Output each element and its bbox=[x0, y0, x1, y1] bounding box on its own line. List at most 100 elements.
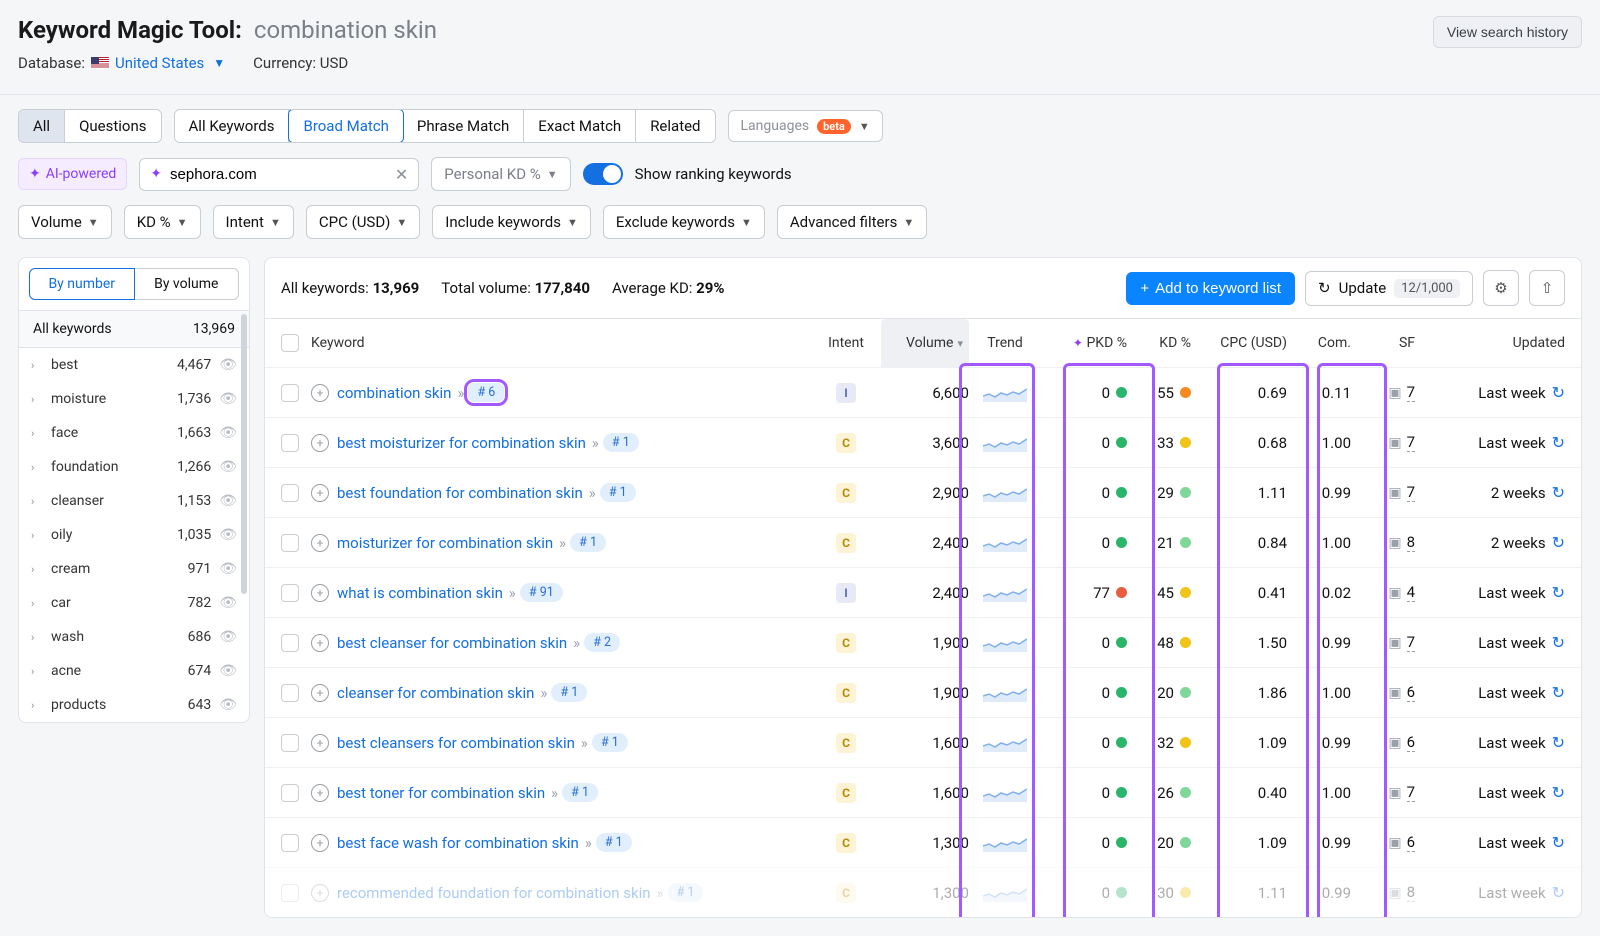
col-keyword[interactable]: Keyword bbox=[311, 335, 811, 351]
eye-icon[interactable]: 👁 bbox=[219, 527, 237, 543]
eye-icon[interactable]: 👁 bbox=[219, 663, 237, 679]
col-pkd[interactable]: ✦ PKD % bbox=[1041, 335, 1127, 351]
match-tab[interactable]: Exact Match bbox=[524, 110, 636, 142]
row-checkbox[interactable] bbox=[281, 534, 299, 552]
sidebar-item[interactable]: ›cleanser1,153👁 bbox=[19, 484, 249, 518]
col-com[interactable]: Com. bbox=[1287, 335, 1351, 351]
expand-icon[interactable]: + bbox=[311, 584, 329, 602]
filter-kd-[interactable]: KD % ▼ bbox=[124, 205, 201, 239]
sidebar-item[interactable]: ›acne674👁 bbox=[19, 654, 249, 688]
match-tab[interactable]: All Keywords bbox=[175, 110, 290, 142]
row-checkbox[interactable] bbox=[281, 734, 299, 752]
sidebar-tab[interactable]: By number bbox=[29, 268, 135, 300]
keyword-link[interactable]: cleanser for combination skin bbox=[337, 684, 534, 702]
sidebar-item[interactable]: ›best4,467👁 bbox=[19, 348, 249, 382]
scrollbar-thumb[interactable] bbox=[241, 314, 247, 594]
update-button[interactable]: ↻ Update 12/1,000 bbox=[1305, 271, 1473, 306]
expand-icon[interactable]: + bbox=[311, 684, 329, 702]
match-tab[interactable]: Phrase Match bbox=[403, 110, 524, 142]
refresh-icon[interactable]: ↻ bbox=[1552, 483, 1565, 502]
serp-icon[interactable]: ▣ bbox=[1388, 535, 1401, 551]
eye-icon[interactable]: 👁 bbox=[219, 391, 237, 407]
sidebar-item[interactable]: ›cream971👁 bbox=[19, 552, 249, 586]
eye-icon[interactable]: 👁 bbox=[219, 357, 237, 373]
serp-icon[interactable]: ▣ bbox=[1388, 735, 1401, 751]
refresh-icon[interactable]: ↻ bbox=[1552, 833, 1565, 852]
select-all-checkbox[interactable] bbox=[281, 334, 299, 352]
filter-include-keywords[interactable]: Include keywords ▼ bbox=[432, 205, 591, 239]
serp-icon[interactable]: ▣ bbox=[1388, 385, 1401, 401]
row-checkbox[interactable] bbox=[281, 884, 299, 902]
refresh-icon[interactable]: ↻ bbox=[1552, 683, 1565, 702]
serp-icon[interactable]: ▣ bbox=[1388, 835, 1401, 851]
expand-icon[interactable]: + bbox=[311, 834, 329, 852]
expand-icon[interactable]: + bbox=[311, 484, 329, 502]
row-checkbox[interactable] bbox=[281, 434, 299, 452]
refresh-icon[interactable]: ↻ bbox=[1552, 633, 1565, 652]
serp-icon[interactable]: ▣ bbox=[1388, 485, 1401, 501]
refresh-icon[interactable]: ↻ bbox=[1552, 583, 1565, 602]
col-trend[interactable]: Trend bbox=[969, 335, 1041, 351]
refresh-icon[interactable]: ↻ bbox=[1552, 733, 1565, 752]
keyword-link[interactable]: best cleansers for combination skin bbox=[337, 734, 575, 752]
expand-icon[interactable]: + bbox=[311, 784, 329, 802]
keyword-link[interactable]: combination skin bbox=[337, 384, 451, 402]
row-checkbox[interactable] bbox=[281, 584, 299, 602]
expand-icon[interactable]: + bbox=[311, 884, 329, 902]
scope-tab[interactable]: Questions bbox=[65, 110, 160, 142]
clear-domain-icon[interactable]: ✕ bbox=[395, 165, 408, 184]
eye-icon[interactable]: 👁 bbox=[219, 493, 237, 509]
keyword-link[interactable]: recommended foundation for combination s… bbox=[337, 884, 651, 902]
serp-icon[interactable]: ▣ bbox=[1388, 585, 1401, 601]
keyword-link[interactable]: best toner for combination skin bbox=[337, 784, 545, 802]
show-ranking-toggle[interactable] bbox=[583, 163, 623, 185]
expand-icon[interactable]: + bbox=[311, 384, 329, 402]
expand-icon[interactable]: + bbox=[311, 634, 329, 652]
col-volume[interactable]: Volume▾ bbox=[881, 319, 969, 367]
domain-input[interactable] bbox=[170, 166, 387, 183]
eye-icon[interactable]: 👁 bbox=[219, 595, 237, 611]
keyword-link[interactable]: best face wash for combination skin bbox=[337, 834, 579, 852]
sidebar-tab[interactable]: By volume bbox=[135, 268, 240, 300]
eye-icon[interactable]: 👁 bbox=[219, 459, 237, 475]
refresh-icon[interactable]: ↻ bbox=[1552, 533, 1565, 552]
sidebar-item[interactable]: ›moisture1,736👁 bbox=[19, 382, 249, 416]
scope-tab[interactable]: All bbox=[19, 110, 65, 142]
col-intent[interactable]: Intent bbox=[811, 335, 881, 351]
keyword-link[interactable]: moisturizer for combination skin bbox=[337, 534, 553, 552]
expand-icon[interactable]: + bbox=[311, 434, 329, 452]
settings-button[interactable]: ⚙ bbox=[1483, 270, 1519, 306]
export-button[interactable]: ⇧ bbox=[1529, 270, 1565, 306]
domain-input-wrap[interactable]: ✦ ✕ bbox=[139, 158, 419, 191]
filter-volume[interactable]: Volume ▼ bbox=[18, 205, 112, 239]
serp-icon[interactable]: ▣ bbox=[1388, 685, 1401, 701]
filter-cpc-usd-[interactable]: CPC (USD) ▼ bbox=[306, 205, 420, 239]
eye-icon[interactable]: 👁 bbox=[219, 425, 237, 441]
match-tab[interactable]: Broad Match bbox=[288, 109, 403, 143]
expand-icon[interactable]: + bbox=[311, 534, 329, 552]
refresh-icon[interactable]: ↻ bbox=[1552, 883, 1565, 902]
view-history-button[interactable]: View search history bbox=[1433, 16, 1582, 48]
col-kd[interactable]: KD % bbox=[1127, 335, 1191, 351]
row-checkbox[interactable] bbox=[281, 634, 299, 652]
col-cpc[interactable]: CPC (USD) bbox=[1191, 335, 1287, 351]
sidebar-item[interactable]: ›foundation1,266👁 bbox=[19, 450, 249, 484]
add-to-list-button[interactable]: + Add to keyword list bbox=[1126, 272, 1295, 305]
sidebar-item[interactable]: ›face1,663👁 bbox=[19, 416, 249, 450]
sidebar-item[interactable]: ›products643👁 bbox=[19, 688, 249, 722]
eye-icon[interactable]: 👁 bbox=[219, 629, 237, 645]
serp-icon[interactable]: ▣ bbox=[1388, 885, 1401, 901]
sidebar-item[interactable]: ›car782👁 bbox=[19, 586, 249, 620]
filter-exclude-keywords[interactable]: Exclude keywords ▼ bbox=[603, 205, 765, 239]
sidebar-item[interactable]: ›oily1,035👁 bbox=[19, 518, 249, 552]
filter-intent[interactable]: Intent ▼ bbox=[213, 205, 294, 239]
database-country[interactable]: United States bbox=[115, 54, 204, 72]
row-checkbox[interactable] bbox=[281, 784, 299, 802]
keyword-link[interactable]: what is combination skin bbox=[337, 584, 503, 602]
keyword-link[interactable]: best moisturizer for combination skin bbox=[337, 434, 586, 452]
refresh-icon[interactable]: ↻ bbox=[1552, 783, 1565, 802]
keyword-link[interactable]: best cleanser for combination skin bbox=[337, 634, 567, 652]
languages-button[interactable]: Languages beta ▼ bbox=[728, 110, 883, 142]
eye-icon[interactable]: 👁 bbox=[219, 561, 237, 577]
serp-icon[interactable]: ▣ bbox=[1388, 785, 1401, 801]
